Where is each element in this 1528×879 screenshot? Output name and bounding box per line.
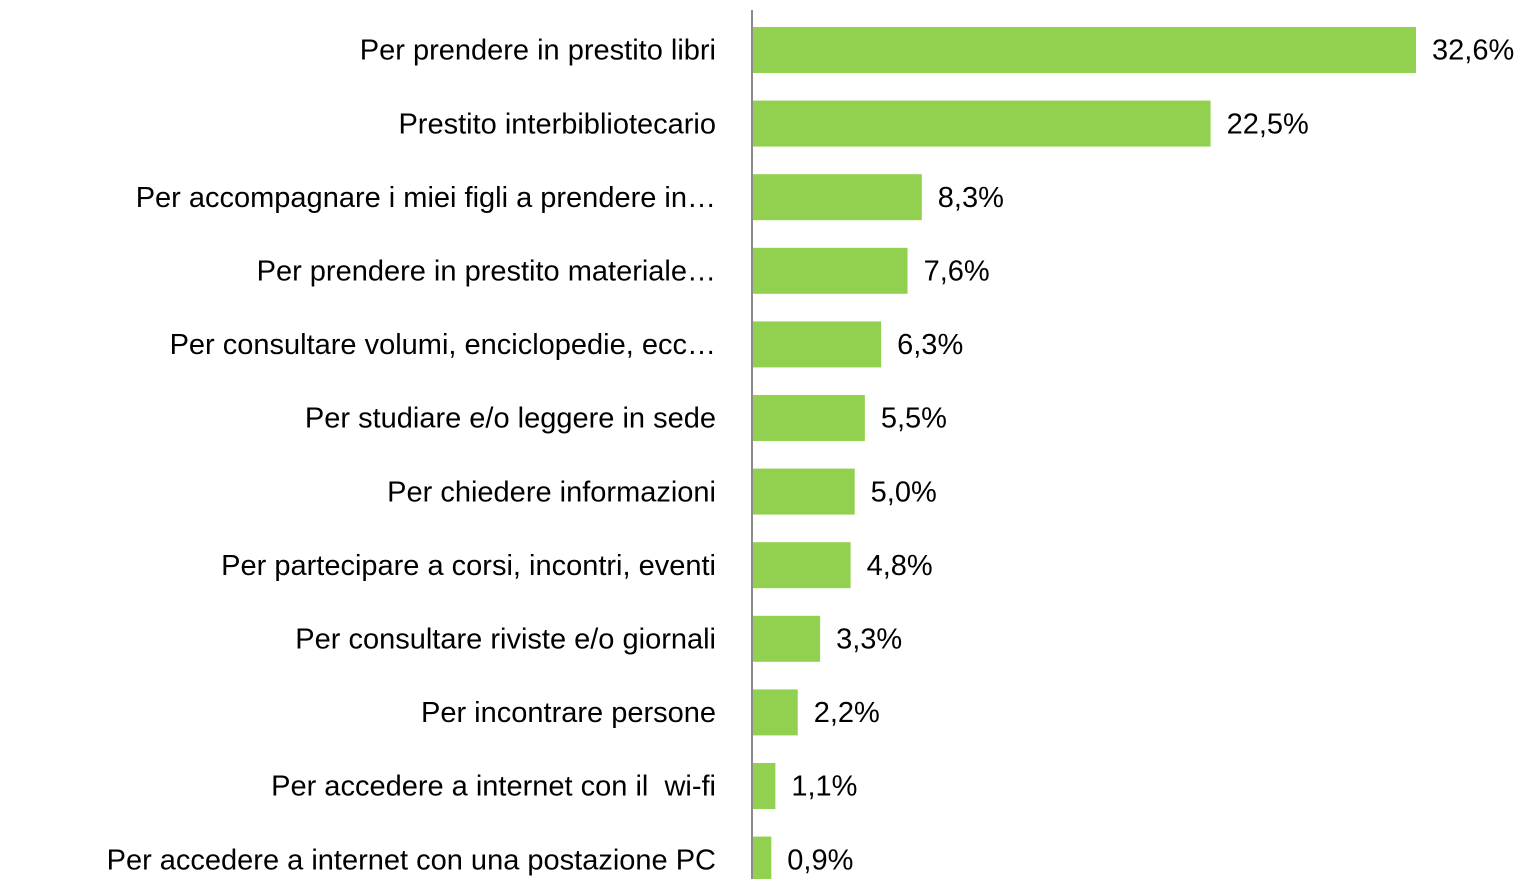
category-label: Per partecipare a corsi, incontri, event… <box>221 550 716 582</box>
category-label: Per studiare e/o leggere in sede <box>305 403 716 435</box>
category-label: Per chiedere informazioni <box>387 476 716 508</box>
data-label: 5,0% <box>871 476 937 508</box>
category-label: Per prendere in prestito materiale… <box>257 255 716 287</box>
category-label: Per consultare riviste e/o giornali <box>295 623 716 655</box>
bar <box>753 27 1416 73</box>
bar <box>753 100 1211 147</box>
data-label: 7,6% <box>924 255 990 287</box>
bar <box>753 174 922 221</box>
category-label: Per consultare volumi, enciclopedie, ecc… <box>170 329 716 361</box>
bar <box>753 542 851 589</box>
data-label: 0,9% <box>787 844 853 876</box>
bar <box>753 615 821 662</box>
bar <box>753 247 908 294</box>
category-label: Per incontrare persone <box>421 697 716 729</box>
data-label: 2,2% <box>814 697 880 729</box>
bar <box>753 689 798 736</box>
data-label: 5,5% <box>881 403 947 435</box>
data-label: 32,6% <box>1432 35 1514 67</box>
category-label: Per accompagnare i miei figli a prendere… <box>136 182 716 214</box>
category-label: Per accedere a internet con una postazio… <box>107 844 716 876</box>
bar <box>753 395 865 441</box>
data-label: 8,3% <box>938 182 1004 214</box>
data-label: 4,8% <box>867 550 933 582</box>
category-label: Per prendere in prestito libri <box>360 35 716 67</box>
category-label: Per accedere a internet con il wi-fi <box>271 771 716 803</box>
category-label: Prestito interbibliotecario <box>398 108 716 140</box>
data-label: 1,1% <box>791 771 857 803</box>
data-label: 22,5% <box>1227 108 1309 140</box>
data-label: 3,3% <box>836 623 902 655</box>
bar <box>753 468 855 515</box>
bar <box>753 763 776 809</box>
bar <box>753 321 882 368</box>
bar <box>753 836 772 879</box>
data-label: 6,3% <box>897 329 963 361</box>
